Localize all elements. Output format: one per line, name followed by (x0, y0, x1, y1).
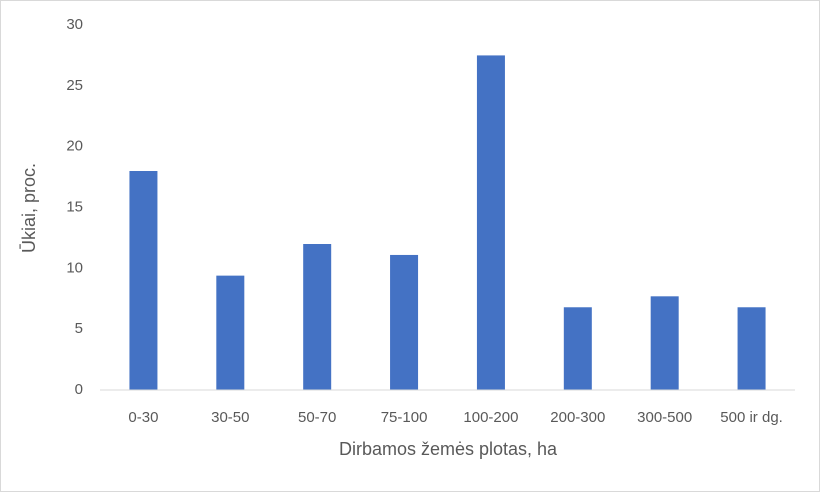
bar (390, 254, 419, 390)
y-axis-title: Ūkiai, proc. (19, 163, 39, 253)
y-tick-label: 20 (66, 138, 83, 155)
x-tick-label: 300-500 (637, 409, 692, 426)
x-axis-title: Dirbamos žemės plotas, ha (339, 439, 558, 459)
bar (737, 307, 766, 390)
x-tick-label: 100-200 (463, 409, 518, 426)
x-tick-label: 75-100 (381, 409, 428, 426)
x-tick-label: 500 ir dg. (720, 409, 783, 426)
x-tick-label: 0-30 (128, 409, 158, 426)
y-tick-label: 5 (75, 320, 83, 337)
bar (476, 55, 505, 391)
y-tick-label: 0 (75, 381, 83, 398)
bar (650, 296, 679, 390)
x-tick-label: 200-300 (550, 409, 605, 426)
x-tick-label: 50-70 (298, 409, 336, 426)
y-tick-label: 15 (66, 198, 83, 215)
y-tick-label: 25 (66, 77, 83, 94)
bar (563, 307, 592, 390)
y-tick-label: 10 (66, 259, 83, 276)
x-tick-label: 30-50 (211, 409, 249, 426)
y-tick-label: 30 (66, 16, 83, 33)
bar (303, 244, 332, 390)
bar (216, 275, 245, 390)
bar (129, 171, 158, 390)
